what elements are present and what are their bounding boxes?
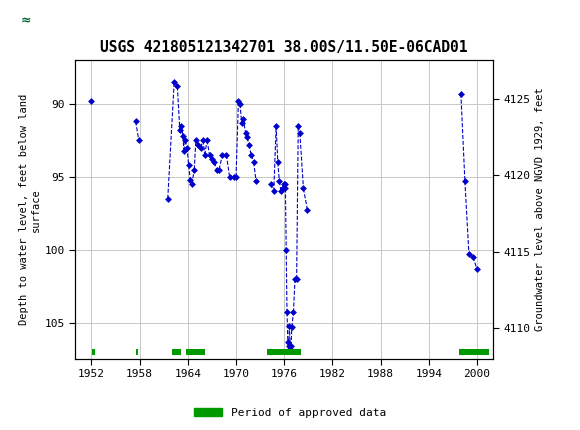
Text: USGS: USGS [70,13,117,28]
Text: ≈: ≈ [21,14,31,27]
Bar [92,349,96,354]
Y-axis label: Depth to water level, feet below land
surface: Depth to water level, feet below land su… [19,94,41,325]
Title: USGS 421805121342701 38.00S/11.50E-06CAD01: USGS 421805121342701 38.00S/11.50E-06CAD… [100,40,468,55]
Bar [172,349,181,354]
Bar [5,3,48,37]
Bar [136,349,139,354]
Legend: Period of approved data: Period of approved data [190,403,390,422]
Bar [186,349,205,354]
Bar [267,349,302,354]
Bar [459,349,489,354]
Y-axis label: Groundwater level above NGVD 1929, feet: Groundwater level above NGVD 1929, feet [535,88,545,332]
